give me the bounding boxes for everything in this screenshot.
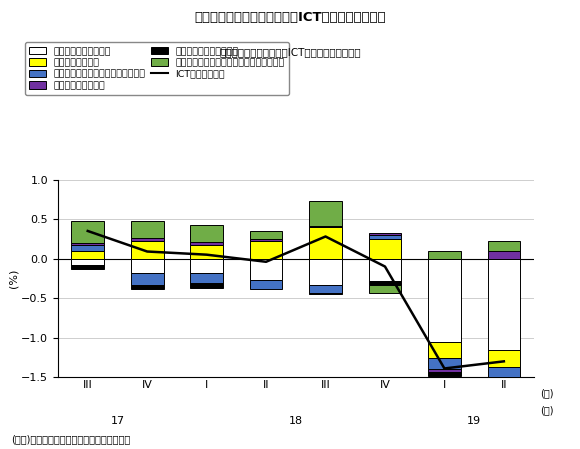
Bar	[309, 259, 342, 285]
Bar	[369, 285, 401, 293]
Bar	[131, 273, 164, 285]
Bar	[250, 280, 282, 290]
Text: 図表４　鉱工業生産に占めるICT関連品目の寄与度: 図表４ 鉱工業生産に占めるICT関連品目の寄与度	[194, 11, 386, 24]
Bar	[369, 281, 401, 285]
Bar	[309, 285, 342, 293]
Bar	[190, 245, 223, 259]
Bar	[250, 241, 282, 259]
Text: (年): (年)	[541, 405, 554, 415]
Bar	[131, 238, 164, 241]
Bar	[428, 251, 461, 259]
Bar	[309, 227, 342, 259]
Bar	[488, 259, 520, 349]
Bar	[131, 221, 164, 238]
Bar	[309, 293, 342, 294]
Bar	[71, 251, 104, 259]
Bar	[369, 239, 401, 259]
Bar	[250, 259, 282, 280]
Bar	[190, 259, 223, 273]
Bar	[190, 225, 223, 242]
Bar	[250, 239, 282, 241]
Bar	[369, 235, 401, 239]
Text: (期): (期)	[541, 388, 554, 398]
Text: 17: 17	[110, 416, 125, 426]
Text: 18: 18	[289, 416, 303, 426]
Bar	[428, 259, 461, 343]
Bar	[190, 242, 223, 245]
Bar	[71, 245, 104, 251]
Bar	[71, 243, 104, 245]
Legend: その他の品目・寄与度, 集積回路・寄与度, 電子部品・回路・デバイス・寄与度, 電子計算機・寄与度, 民生用電子機械・寄与度, 半導体・フラットパネル製造装置・: その他の品目・寄与度, 集積回路・寄与度, 電子部品・回路・デバイス・寄与度, …	[25, 42, 289, 95]
Y-axis label: (%): (%)	[9, 269, 19, 288]
Bar	[428, 343, 461, 358]
Bar	[71, 265, 104, 269]
Bar	[131, 285, 164, 290]
Bar	[190, 273, 223, 283]
Bar	[488, 367, 520, 379]
Bar	[428, 369, 461, 372]
Bar	[131, 241, 164, 259]
Bar	[309, 201, 342, 226]
Bar	[131, 259, 164, 273]
Bar	[488, 251, 520, 259]
Bar	[250, 231, 282, 239]
Bar	[369, 233, 401, 235]
Bar	[488, 241, 520, 251]
Text: 鉱工業生産指数に占めるICT関連品目別の寄与度: 鉱工業生産指数に占めるICT関連品目別の寄与度	[219, 47, 361, 57]
Bar	[190, 283, 223, 288]
Text: (出所)経済産業省「鉱工業指数」より作成。: (出所)経済産業省「鉱工業指数」より作成。	[12, 435, 131, 445]
Bar	[71, 259, 104, 265]
Bar	[309, 226, 342, 227]
Bar	[369, 259, 401, 281]
Bar	[488, 349, 520, 367]
Bar	[428, 372, 461, 376]
Bar	[71, 221, 104, 243]
Text: 19: 19	[467, 416, 481, 426]
Bar	[428, 358, 461, 369]
